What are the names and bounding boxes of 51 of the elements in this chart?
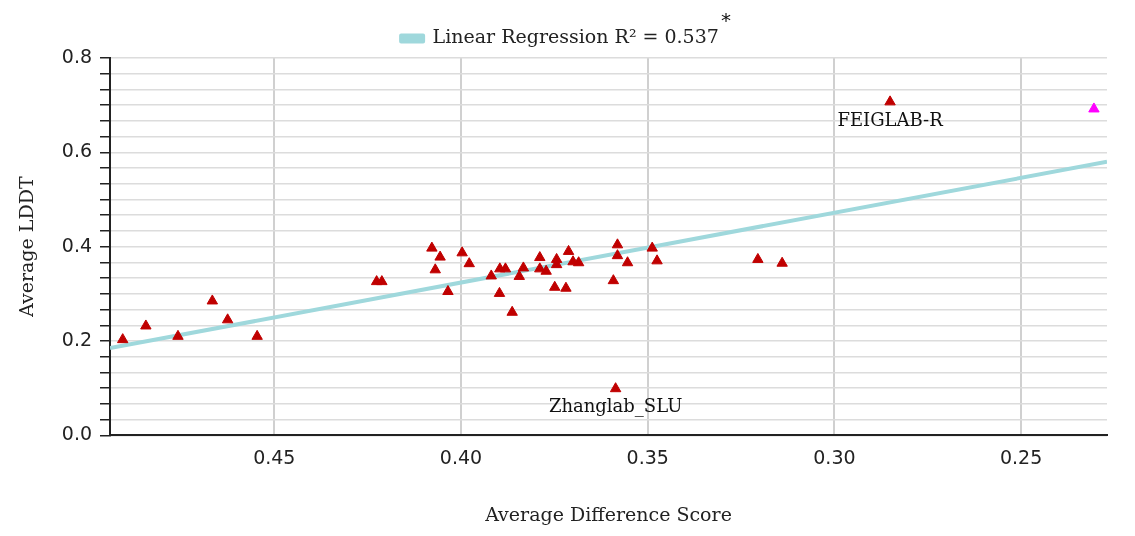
- point: [609, 382, 622, 393]
- point: [611, 249, 624, 260]
- point: [1088, 102, 1100, 113]
- x-tick-label: 0.40: [439, 445, 483, 468]
- point: [549, 280, 561, 291]
- point: [506, 305, 518, 316]
- y-tick-label: 0.8: [61, 44, 93, 67]
- y-tick-label: 0.0: [61, 422, 93, 445]
- point: [140, 319, 152, 330]
- point: [776, 256, 788, 267]
- point: [434, 250, 446, 261]
- point: [562, 244, 575, 255]
- y-tick-label: 0.2: [61, 327, 93, 350]
- point: [117, 333, 129, 344]
- text: *: [720, 8, 731, 33]
- point: [206, 294, 219, 305]
- point: [429, 263, 441, 274]
- point: [517, 261, 530, 272]
- annotation: Zhanglab_SLU: [548, 395, 683, 418]
- point: [221, 313, 234, 324]
- legend-label: Linear Regression R² = 0.537: [432, 25, 719, 48]
- point: [534, 251, 546, 262]
- x-axis-title: Average Difference Score: [484, 502, 732, 525]
- point: [540, 264, 552, 275]
- x-tick-label: 0.35: [626, 445, 669, 468]
- y-tick-label: 0.6: [61, 139, 93, 162]
- point: [646, 241, 658, 252]
- point: [611, 238, 624, 249]
- point: [456, 246, 468, 257]
- point: [426, 241, 438, 252]
- x-tick-label: 0.30: [813, 445, 856, 468]
- point: [485, 269, 497, 280]
- point: [621, 256, 634, 267]
- point: [442, 285, 454, 296]
- point: [172, 329, 184, 340]
- point: [251, 329, 263, 340]
- point: [752, 252, 764, 263]
- point: [499, 262, 512, 273]
- x-tick-label: 0.45: [253, 445, 296, 468]
- point: [607, 274, 620, 285]
- point: [560, 281, 572, 292]
- point: [884, 95, 896, 106]
- point: [376, 275, 388, 286]
- point: [572, 256, 585, 267]
- annotation: FEIGLAB-R: [837, 108, 944, 130]
- point: [463, 257, 475, 268]
- y-tick-label: 0.4: [61, 233, 93, 256]
- point: [493, 286, 506, 297]
- y-axis-title: Average LDDT: [15, 176, 38, 318]
- x-tick-label: 0.25: [999, 445, 1043, 468]
- point: [651, 254, 663, 265]
